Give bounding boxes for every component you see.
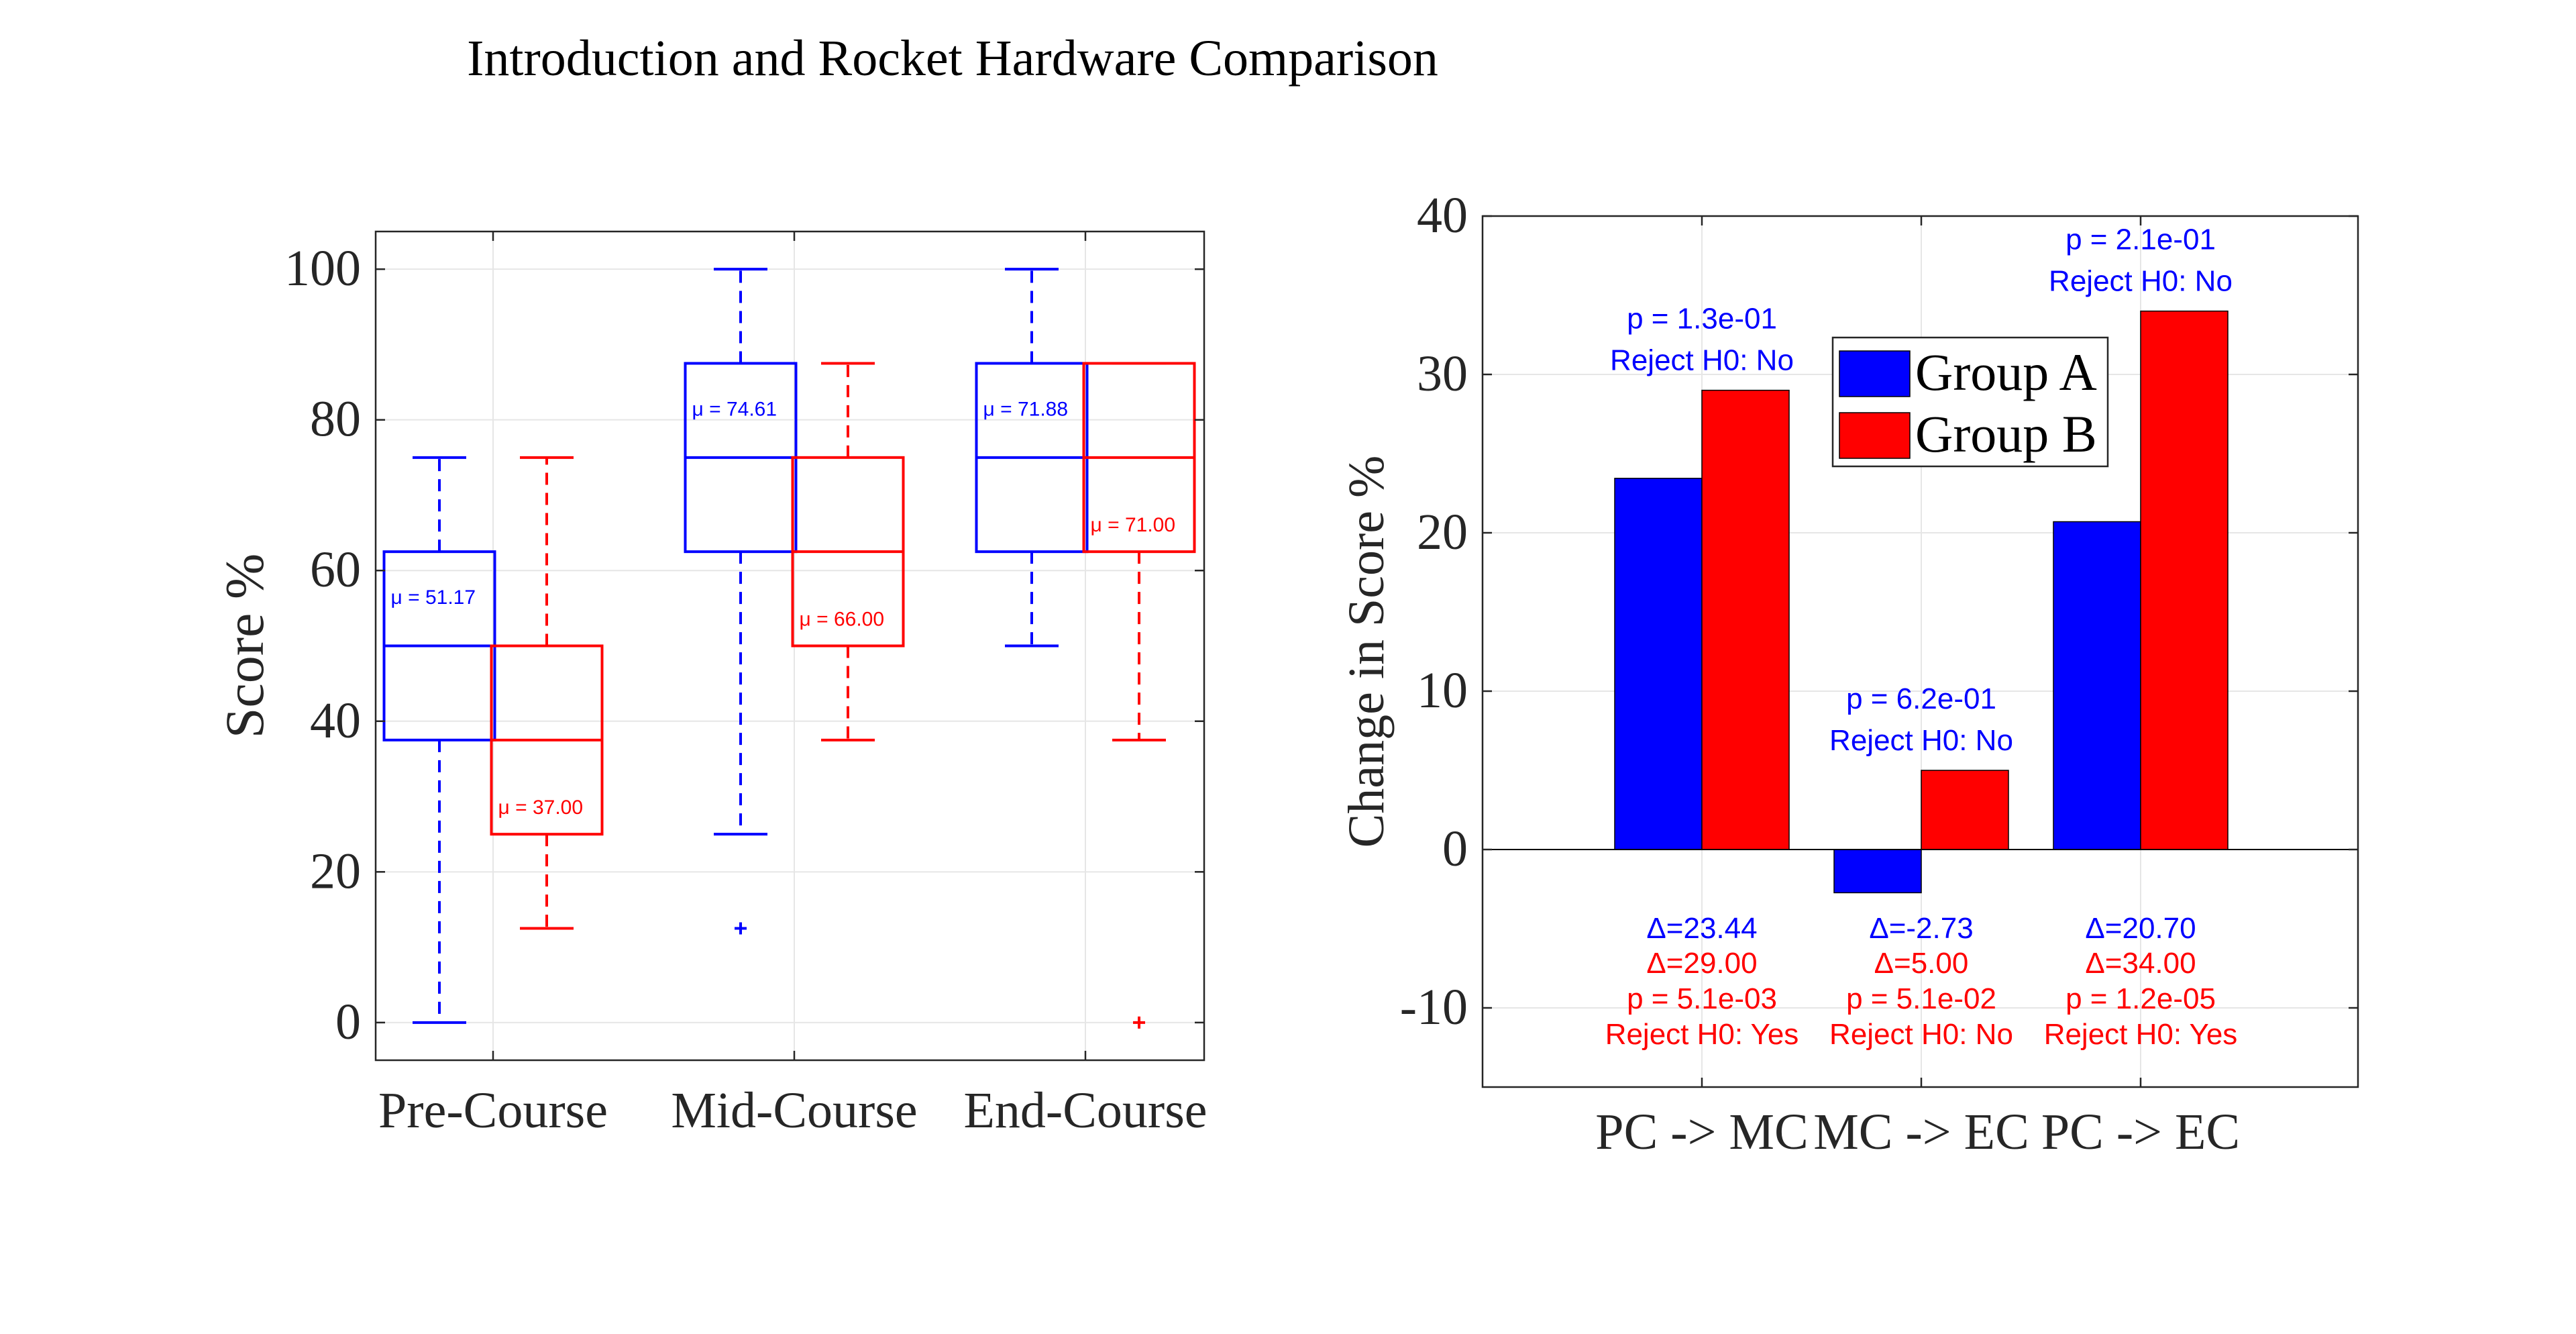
bar-ylabel: Change in Score % [1338,456,1395,848]
bar-group-a [1614,478,1703,850]
bar-group-b [2140,310,2229,850]
box-outlier-marker [1133,1016,1145,1029]
box-ytick-label: 0 [335,994,361,1050]
box-mean-label: μ = 66.00 [800,609,885,631]
box-mean-label: μ = 51.17 [391,586,476,609]
bar-reject-label: Reject H0: No [1829,724,2013,757]
box-mean-label: μ = 74.61 [692,398,777,420]
bar-ytick-label: 10 [1417,662,1468,719]
legend-swatch-group-a [1839,350,1911,397]
bar-ytick-label: 20 [1417,504,1468,560]
bar-xtick-label: PC -> MC [1595,1104,1808,1160]
bar-group-b [1701,389,1790,850]
box-ytick-label: 40 [310,692,361,749]
bar-delta-b-label: Δ=29.00 [1646,947,1757,980]
box-ytick-label: 20 [310,843,361,899]
bar-delta-a-label: Δ=-2.73 [1869,912,1973,945]
bar-ytick-label: 40 [1417,187,1468,244]
legend-swatch-group-b [1839,412,1911,459]
box-ylabel: Score % [214,554,275,739]
bar-xtick-label: MC -> EC [1813,1104,2029,1160]
bar-delta-b-label: Δ=34.00 [2085,947,2196,980]
bar-pvalue-b-label: p = 1.2e-05 [2065,982,2216,1015]
bar-reject-b-label: Reject H0: Yes [1605,1018,1799,1051]
figure-title: Introduction and Rocket Hardware Compari… [467,30,1438,87]
bar-delta-a-label: Δ=20.70 [2085,912,2196,945]
box-outlier-marker [735,922,747,935]
bar-delta-b-label: Δ=5.00 [1874,947,1969,980]
legend-label-group-a: Group A [1915,343,2097,401]
bar-reject-label: Reject H0: No [1610,344,1794,377]
bar-axes-box [1481,215,2359,1088]
box-xtick-label: Mid-Course [671,1082,917,1139]
box-xtick-label: End-Course [963,1082,1207,1139]
bar-group-b [1921,770,2009,850]
bar-ytick-label: -10 [1400,979,1468,1035]
bar-reject-b-label: Reject H0: Yes [2044,1018,2238,1051]
bar-chart: p = 1.3e-01 Reject H0: No p = 6.2e-01 Rejec… [1338,187,2359,1160]
bar-reject-label: Reject H0: No [2049,265,2233,298]
bar-ytick-label: 0 [1442,821,1468,877]
box-xtick-label: Pre-Course [378,1082,608,1139]
bar-group-a [1833,849,1922,894]
box-ytick-label: 60 [310,542,361,598]
box-mean-label: μ = 71.88 [983,398,1069,420]
bar-pvalue-b-label: p = 5.1e-02 [1846,982,1996,1015]
bar-pvalue-b-label: p = 5.1e-03 [1627,982,1777,1015]
legend-label-group-b: Group B [1915,405,2097,463]
bar-ytick-label: 30 [1417,346,1468,402]
bar-pvalue-label: p = 2.1e-01 [2065,223,2216,256]
bar-group-a [2053,521,2141,850]
bar-xtick-label: PC -> EC [2041,1104,2240,1160]
bar-pvalue-label: p = 6.2e-01 [1846,682,1996,715]
box-mean-label: μ = 37.00 [498,797,584,819]
box-mean-label: μ = 71.00 [1091,514,1176,536]
box-ytick-label: 80 [310,391,361,448]
box-ytick-label: 100 [284,240,361,297]
box-axes-box [374,230,1205,1062]
bar-pvalue-label: p = 1.3e-01 [1627,303,1777,336]
boxplot-chart: μ = 51.17 μ = 74.61 μ = 71.88 μ = 37.00 μ = … [214,230,1208,1139]
bar-delta-a-label: Δ=23.44 [1646,912,1757,945]
bar-reject-b-label: Reject H0: No [1829,1018,2013,1051]
